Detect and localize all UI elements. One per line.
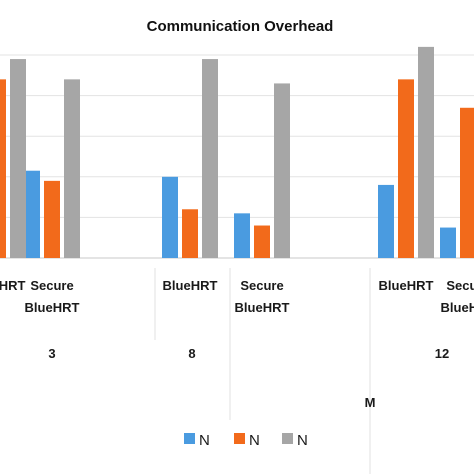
bar: [378, 184, 394, 258]
legend-swatch: [234, 433, 245, 444]
group-label: 8: [188, 346, 195, 361]
bar: [254, 225, 270, 258]
bars: [0, 46, 474, 259]
bar: [274, 83, 290, 258]
bar: [202, 59, 218, 259]
chart-title: Communication Overhead: [147, 18, 334, 35]
bar: [182, 209, 198, 258]
legend-swatch: [184, 433, 195, 444]
legend-label: N: [297, 432, 308, 449]
legend-label: N: [199, 432, 210, 449]
bar: [44, 180, 60, 258]
bar: [398, 79, 414, 258]
bar: [10, 59, 26, 259]
bar: [24, 170, 40, 258]
legend-label: N: [249, 432, 260, 449]
group-labels: 3 8 12: [48, 346, 449, 361]
bar: [234, 213, 250, 258]
bar: [460, 107, 474, 258]
group-label: 3: [48, 346, 55, 361]
bar: [162, 176, 178, 258]
bar: [64, 79, 80, 258]
group-separators: [154, 268, 371, 474]
bar: [418, 46, 434, 258]
bar: [0, 79, 6, 258]
group-label: 12: [435, 346, 449, 361]
x-axis-title: M: [365, 395, 376, 410]
category-label: BlueHRT: [0, 278, 26, 293]
legend-swatch: [282, 433, 293, 444]
bar: [440, 227, 456, 258]
category-label: BlueHRT: [163, 278, 218, 293]
category-label: BlueHRT: [379, 278, 434, 293]
category-labels: BlueHRTSecureBlueHRTBlueHRTSecureBlueHRT…: [0, 278, 474, 315]
